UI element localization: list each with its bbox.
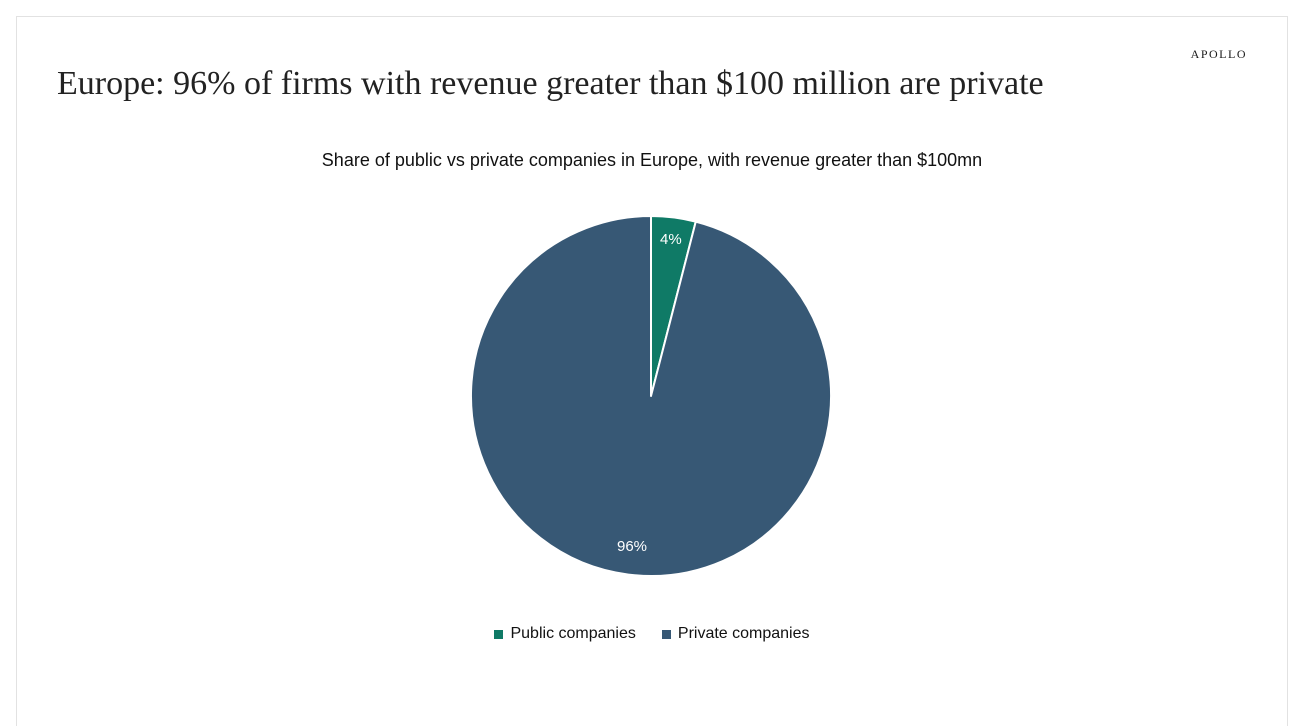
legend-item-private: Private companies <box>661 625 810 643</box>
legend-item-public: Public companies <box>494 625 636 643</box>
slice-label-public: 4% <box>660 231 682 248</box>
legend-swatch-public <box>494 629 504 639</box>
chart-legend: Public companies Private companies <box>17 625 1287 643</box>
legend-label-public: Public companies <box>510 625 636 642</box>
slice-label-private: 96% <box>617 538 647 555</box>
pie-slice-private <box>470 215 832 577</box>
slide: APOLLO Europe: 96% of firms with revenue… <box>16 16 1288 726</box>
legend-swatch-private <box>661 629 671 639</box>
chart-title: Share of public vs private companies in … <box>321 150 983 170</box>
pie-chart: 4% 96% <box>470 215 832 577</box>
page-title: Europe: 96% of firms with revenue greate… <box>57 65 1044 102</box>
legend-label-private: Private companies <box>677 625 810 642</box>
brand-logo: APOLLO <box>1190 47 1247 61</box>
